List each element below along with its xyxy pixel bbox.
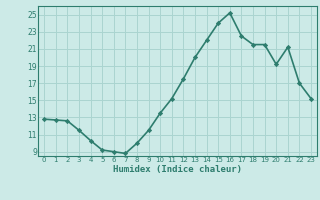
X-axis label: Humidex (Indice chaleur): Humidex (Indice chaleur): [113, 165, 242, 174]
